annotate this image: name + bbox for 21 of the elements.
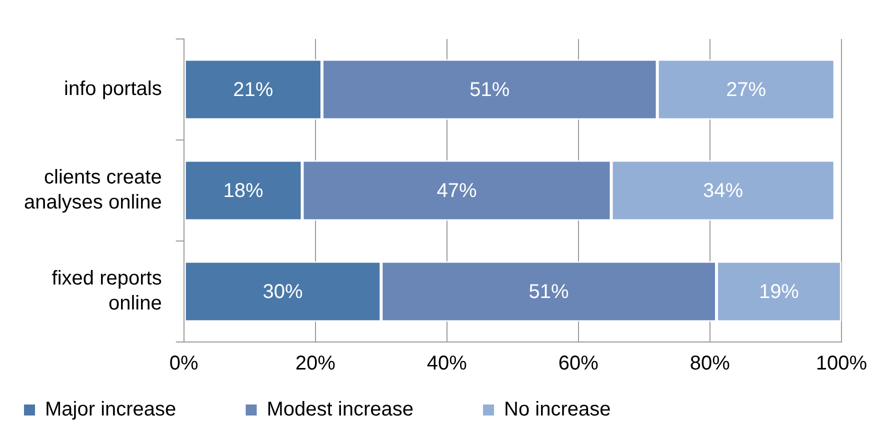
y-tick-label: info portals (64, 78, 162, 100)
x-tick-label: 100% (816, 352, 868, 375)
y-tick-label: fixed reports online (52, 268, 162, 315)
x-tick-label: 60% (558, 352, 599, 375)
data-label: 51% (470, 79, 510, 102)
legend-label: Major increase (45, 398, 232, 421)
data-label: 34% (703, 180, 744, 202)
legend-label: No increase (504, 398, 666, 421)
data-label: 51% (528, 281, 570, 304)
y-tick-label: clients create analyses online (24, 166, 162, 214)
x-tick-label: 0% (169, 352, 199, 375)
x-tick-label: 20% (295, 352, 336, 375)
legend-label: Modest increase (266, 398, 470, 421)
data-label: 30% (262, 281, 303, 304)
data-label: 21% (233, 79, 274, 102)
data-label: 18% (223, 180, 264, 202)
data-label: 19% (758, 281, 800, 304)
data-label: 27% (726, 79, 766, 102)
x-tick-label: 40% (426, 352, 468, 375)
x-tick-label: 80% (690, 352, 730, 375)
data-label: 47% (436, 180, 477, 202)
